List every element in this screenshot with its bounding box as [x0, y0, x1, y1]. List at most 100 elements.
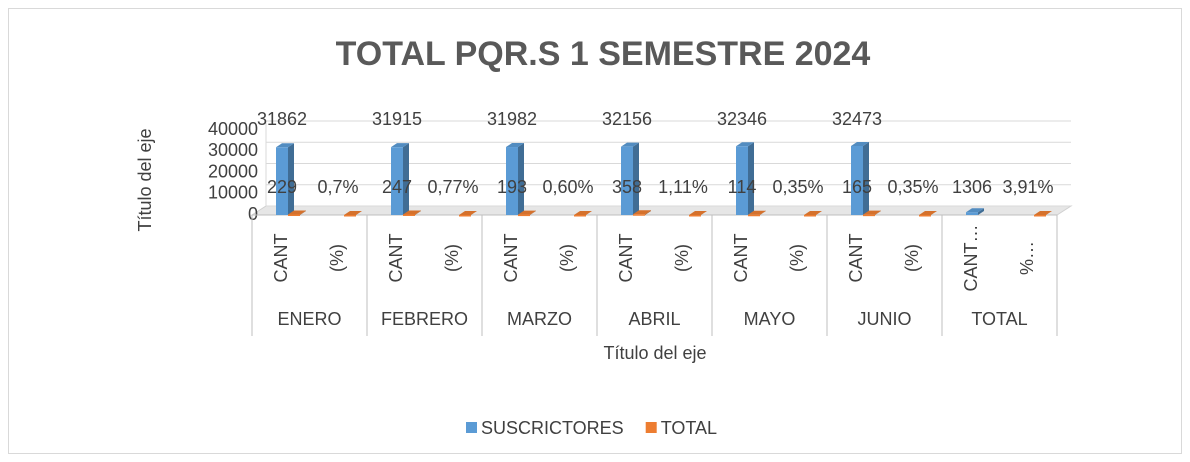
bar-side — [701, 210, 707, 215]
bar-side — [748, 142, 754, 215]
bar-top — [689, 210, 707, 215]
bar-top — [506, 143, 524, 148]
bar — [391, 147, 403, 215]
data-label: 358 — [612, 177, 642, 197]
data-label: 0,35% — [887, 177, 938, 197]
bar-side — [586, 210, 592, 215]
data-label: 0,7% — [317, 177, 358, 197]
legend-swatch — [645, 422, 657, 433]
bar — [621, 146, 633, 215]
bar-top — [748, 210, 766, 215]
bar-side — [633, 142, 639, 215]
y-tick-label: 20000 — [208, 161, 258, 181]
data-label: 32346 — [717, 109, 767, 129]
x-tick-label: %… — [1017, 241, 1037, 275]
x-tick-label: CANT — [386, 233, 406, 282]
bar — [748, 214, 760, 217]
data-label: 32473 — [832, 109, 882, 129]
legend-swatch — [466, 422, 477, 433]
bar — [736, 146, 748, 215]
group-label: MARZO — [507, 309, 572, 329]
bar — [804, 214, 816, 217]
x-tick-label: CANT — [271, 233, 291, 282]
bar — [459, 214, 471, 217]
bar-side — [356, 210, 362, 215]
bar-top — [344, 210, 362, 215]
bar-top — [459, 210, 477, 215]
y-tick-label: 10000 — [208, 183, 258, 203]
group-label: ENERO — [277, 309, 341, 329]
x-tick-label: (%) — [787, 244, 807, 272]
bar — [966, 212, 978, 215]
bar-top — [276, 143, 294, 148]
bar-top — [804, 210, 822, 215]
bar-top — [621, 142, 639, 147]
chart-border — [8, 8, 1182, 454]
bar-top — [518, 210, 536, 215]
bar-top — [391, 143, 409, 148]
bar — [851, 145, 863, 215]
bar-side — [978, 208, 984, 215]
data-label: 1306 — [952, 177, 992, 197]
bar-side — [471, 210, 477, 215]
group-label: ABRIL — [628, 309, 680, 329]
group-label: FEBRERO — [381, 309, 468, 329]
bar-side — [863, 141, 869, 215]
bar — [574, 214, 586, 217]
bar-top — [1034, 210, 1052, 215]
legend-label: TOTAL — [661, 418, 717, 438]
bar — [506, 147, 518, 215]
x-tick-label: (%) — [902, 244, 922, 272]
x-tick-label: CANT — [501, 233, 521, 282]
data-label: 1,11% — [658, 177, 708, 197]
data-label: 31982 — [487, 109, 537, 129]
x-axis-title: Título del eje — [603, 343, 706, 363]
bar-top — [403, 210, 421, 215]
floor — [250, 205, 1073, 216]
bar-top — [736, 142, 754, 147]
bar — [288, 214, 300, 217]
data-label: 32156 — [602, 109, 652, 129]
bar-top — [851, 141, 869, 146]
x-tick-label: CANT — [846, 233, 866, 282]
bar-top — [633, 210, 651, 215]
data-label: 193 — [497, 177, 527, 197]
y-tick-label: 30000 — [208, 140, 258, 160]
x-tick-label: CANT — [731, 233, 751, 282]
bar — [344, 214, 356, 217]
data-label: 31862 — [257, 109, 307, 129]
data-label: 0,60% — [542, 177, 593, 197]
data-label: 165 — [842, 177, 872, 197]
bar — [689, 214, 701, 217]
chart-title: TOTAL PQR.S 1 SEMESTRE 2024 — [336, 35, 871, 73]
bar-top — [919, 210, 937, 215]
y-tick-label: 0 — [248, 204, 258, 224]
data-label: 247 — [382, 177, 412, 197]
bar-top — [863, 210, 881, 215]
x-tick-label: CANT — [616, 233, 636, 282]
bar — [518, 214, 530, 217]
bar-side — [875, 210, 881, 215]
bar — [633, 214, 645, 216]
bar-side — [645, 210, 651, 215]
y-axis-title: Título del eje — [135, 128, 155, 231]
legend-label: SUSCRICTORES — [481, 418, 624, 438]
bar — [919, 214, 931, 217]
bar-side — [288, 143, 294, 215]
x-tick-label: (%) — [442, 244, 462, 272]
bar-side — [300, 210, 306, 215]
bar-side — [530, 210, 536, 215]
x-tick-label: (%) — [327, 244, 347, 272]
x-tick-label: (%) — [557, 244, 577, 272]
bar — [276, 147, 288, 215]
bar-side — [931, 210, 937, 215]
data-label: 3,91% — [1002, 177, 1053, 197]
bar-side — [760, 210, 766, 215]
bar — [1034, 214, 1046, 217]
bar — [403, 214, 415, 216]
x-tick-label: CANT… — [961, 225, 981, 292]
bar-side — [415, 210, 421, 215]
bar — [863, 214, 875, 217]
y-tick-label: 40000 — [208, 119, 258, 139]
